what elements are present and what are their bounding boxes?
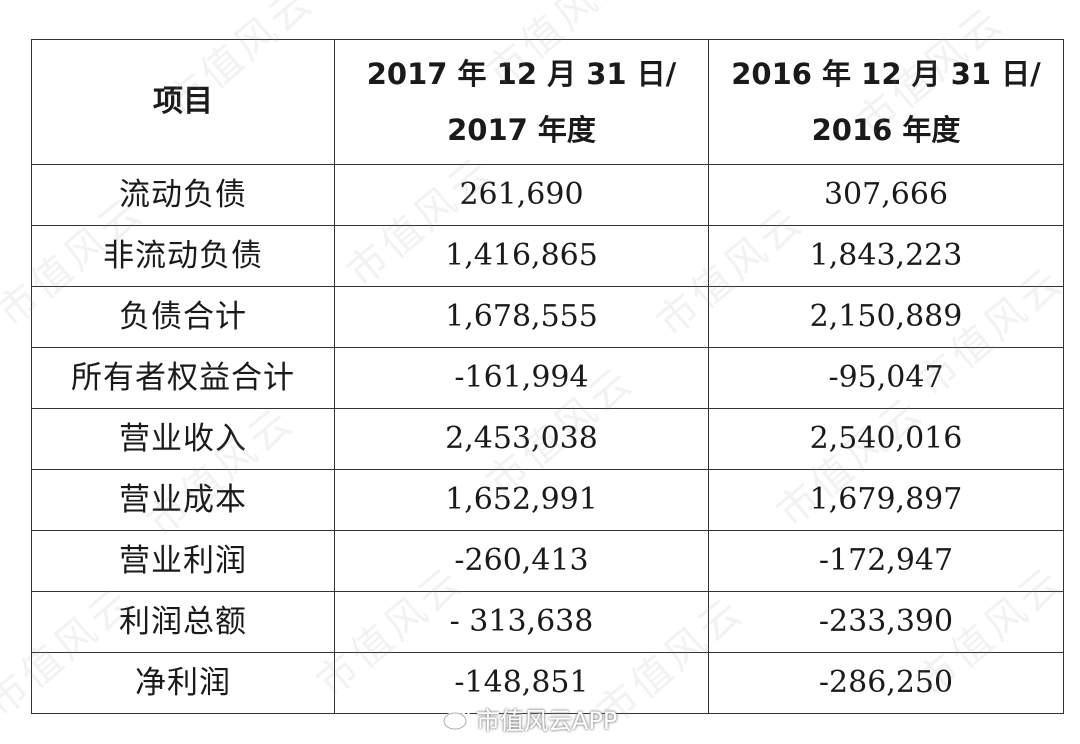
weibo-account-label: 市值风云APP	[476, 706, 618, 735]
row-label: 流动负债	[31, 164, 335, 226]
cell-2016: -233,390	[708, 591, 1064, 653]
row-label: 营业利润	[31, 530, 335, 592]
header-2017: 2017 年 12 月 31 日/ 2017 年度	[334, 39, 709, 165]
header-item-label: 项目	[153, 84, 213, 119]
header-2016: 2016 年 12 月 31 日/ 2016 年度	[708, 39, 1064, 165]
cell-2016: -172,947	[708, 530, 1064, 592]
cell-2016: 2,540,016	[708, 408, 1064, 470]
table-row: 营业成本 1,652,991 1,679,897	[31, 469, 1064, 531]
table-row: 流动负债 261,690 307,666	[31, 164, 1064, 226]
cell-2017: - 313,638	[334, 591, 709, 653]
header-2017-line2: 2017 年度	[447, 113, 596, 147]
cell-2017: 261,690	[334, 164, 709, 226]
financial-table: 项目 2017 年 12 月 31 日/ 2017 年度 2016 年 12 月…	[31, 39, 1064, 714]
table-row: 营业收入 2,453,038 2,540,016	[31, 408, 1064, 470]
row-label: 非流动负债	[31, 225, 335, 287]
row-label: 净利润	[31, 652, 335, 714]
row-label: 所有者权益合计	[31, 347, 335, 409]
table-row: 净利润 -148,851 -286,250	[31, 652, 1064, 714]
cell-2016: 307,666	[708, 164, 1064, 226]
cell-2016: 1,843,223	[708, 225, 1064, 287]
header-2017-line1: 2017 年 12 月 31 日/	[366, 57, 677, 91]
weibo-icon	[443, 708, 470, 730]
weibo-watermark: 市值风云APP	[442, 700, 617, 736]
row-label: 负债合计	[31, 286, 335, 348]
header-2016-line1: 2016 年 12 月 31 日/	[731, 57, 1041, 91]
cell-2016: 2,150,889	[708, 286, 1064, 348]
cell-2016: -95,047	[708, 347, 1064, 409]
cell-2016: 1,679,897	[708, 469, 1064, 531]
table-row: 利润总额 - 313,638 -233,390	[31, 591, 1064, 653]
row-label: 利润总额	[31, 591, 335, 653]
cell-2017: 1,652,991	[334, 469, 709, 531]
table-header-row: 项目 2017 年 12 月 31 日/ 2017 年度 2016 年 12 月…	[31, 39, 1064, 165]
cell-2017: -260,413	[334, 530, 709, 592]
table-row: 所有者权益合计 -161,994 -95,047	[31, 347, 1064, 409]
header-2016-line2: 2016 年度	[811, 113, 961, 147]
table-row: 负债合计 1,678,555 2,150,889	[31, 286, 1064, 348]
row-label: 营业收入	[31, 408, 335, 470]
cell-2017: -161,994	[334, 347, 709, 409]
cell-2017: -148,851	[334, 652, 709, 714]
row-label: 营业成本	[31, 469, 335, 531]
table-row: 营业利润 -260,413 -172,947	[31, 530, 1064, 592]
cell-2017: 2,453,038	[334, 408, 709, 470]
table-row: 非流动负债 1,416,865 1,843,223	[31, 225, 1064, 287]
header-item: 项目	[31, 39, 335, 165]
cell-2017: 1,416,865	[334, 225, 709, 287]
cell-2016: -286,250	[708, 652, 1064, 714]
cell-2017: 1,678,555	[334, 286, 709, 348]
